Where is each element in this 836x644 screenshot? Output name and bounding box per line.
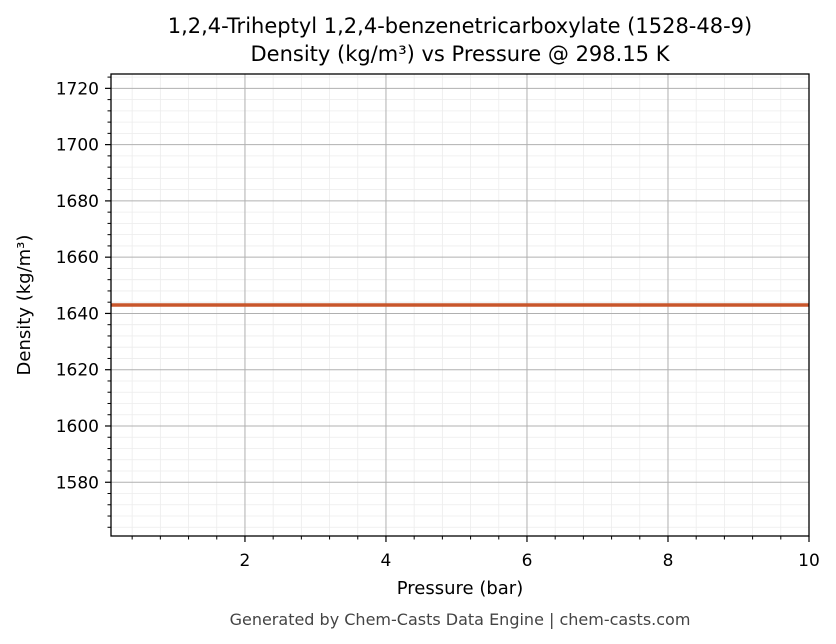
- chart-title: 1,2,4-Triheptyl 1,2,4-benzenetricarboxyl…: [168, 14, 753, 38]
- y-tick-label: 1700: [56, 136, 99, 156]
- y-axis-label: Density (kg/m³): [14, 235, 35, 376]
- y-tick-label: 1640: [56, 304, 99, 324]
- x-tick-label: 6: [522, 551, 533, 571]
- y-tick-label: 1620: [56, 361, 99, 381]
- footer-credit: Generated by Chem-Casts Data Engine | ch…: [230, 610, 691, 629]
- x-tick-label: 8: [663, 551, 674, 571]
- y-tick-label: 1660: [56, 248, 99, 268]
- y-tick-label: 1720: [56, 79, 99, 99]
- axis-ticks: [105, 76, 810, 542]
- plot-area-frame: [110, 73, 810, 537]
- x-tick-label: 10: [798, 551, 820, 571]
- x-tick-label: 2: [240, 551, 251, 571]
- chart-subtitle: Density (kg/m³) vs Pressure @ 298.15 K: [250, 42, 670, 66]
- x-axis-label: Pressure (bar): [397, 578, 523, 599]
- y-tick-labels: 1580 1600 1620 1640 1660 1680 1700 1720: [56, 79, 99, 493]
- y-tick-label: 1580: [56, 473, 99, 493]
- x-tick-labels: 2 4 6 8 10: [240, 551, 820, 571]
- y-tick-label: 1600: [56, 417, 99, 437]
- x-tick-label: 4: [381, 551, 392, 571]
- major-gridlines: [111, 74, 810, 536]
- y-tick-label: 1680: [56, 192, 99, 212]
